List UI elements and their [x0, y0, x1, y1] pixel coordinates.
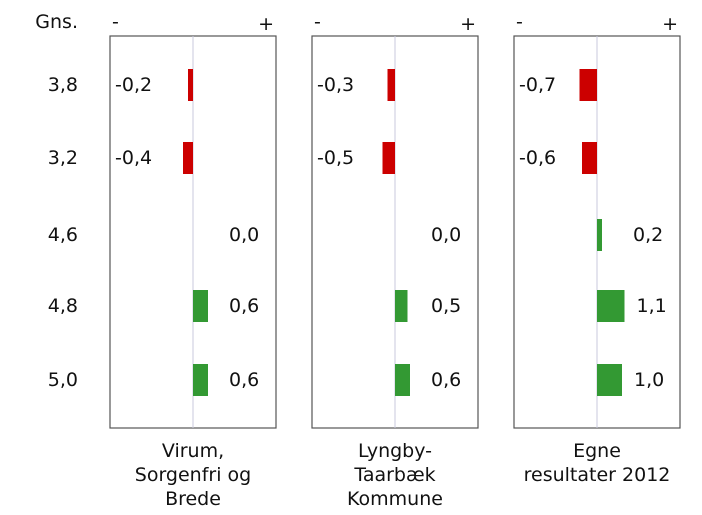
bar-negative: [383, 142, 396, 174]
panel-caption: resultater 2012: [524, 464, 671, 486]
bar-positive: [395, 290, 408, 322]
positive-sign: +: [258, 13, 274, 35]
bar-negative: [388, 69, 396, 101]
negative-sign: -: [314, 11, 321, 33]
value-label: -0,5: [317, 147, 354, 169]
panel-caption: Sorgenfri og: [135, 464, 251, 486]
row-label: 4,8: [48, 295, 78, 317]
bar-negative: [580, 69, 598, 101]
value-label: 1,0: [634, 369, 664, 391]
bar-positive: [395, 364, 410, 396]
positive-sign: +: [460, 13, 476, 35]
row-labels: 3,8 3,2 4,6 4,8 5,0: [48, 74, 78, 391]
negative-sign: -: [516, 11, 523, 33]
bar-positive: [193, 290, 208, 322]
value-label: -0,2: [115, 74, 152, 96]
value-label: -0,4: [115, 147, 152, 169]
value-label: -0,7: [519, 74, 556, 96]
negative-sign: -: [112, 11, 119, 33]
value-label: 0,6: [431, 369, 461, 391]
panel-caption: Egne: [573, 440, 621, 462]
bar-negative: [188, 69, 193, 101]
panel-caption: Kommune: [347, 488, 443, 510]
value-label: -0,3: [317, 74, 354, 96]
value-label: 0,0: [229, 224, 259, 246]
bar-positive: [597, 290, 625, 322]
row-label: 3,2: [48, 147, 78, 169]
row-label: 3,8: [48, 74, 78, 96]
value-label: 1,1: [637, 295, 667, 317]
positive-sign: +: [662, 13, 678, 35]
panel-caption: Lyngby-: [358, 440, 432, 462]
row-header: Gns.: [35, 11, 78, 33]
panel-caption: Taarbæk: [353, 464, 435, 486]
value-label: 0,6: [229, 369, 259, 391]
bar-positive: [193, 364, 208, 396]
bar-negative: [183, 142, 193, 174]
row-label: 4,6: [48, 224, 78, 246]
row-label: 5,0: [48, 369, 78, 391]
value-label: 0,6: [229, 295, 259, 317]
value-label: 0,2: [633, 224, 663, 246]
value-label: 0,5: [431, 295, 461, 317]
value-label: 0,0: [431, 224, 461, 246]
bar-positive: [597, 219, 602, 251]
bar-positive: [597, 364, 622, 396]
value-label: -0,6: [519, 147, 556, 169]
panel: - + -0,2 -0,4 0,0 0,6 0,6 Virum,Sorgenfri ogBre…: [110, 11, 276, 510]
panel-caption: Virum,: [162, 440, 224, 462]
bar-negative: [582, 142, 597, 174]
panel-caption: Brede: [165, 488, 221, 510]
